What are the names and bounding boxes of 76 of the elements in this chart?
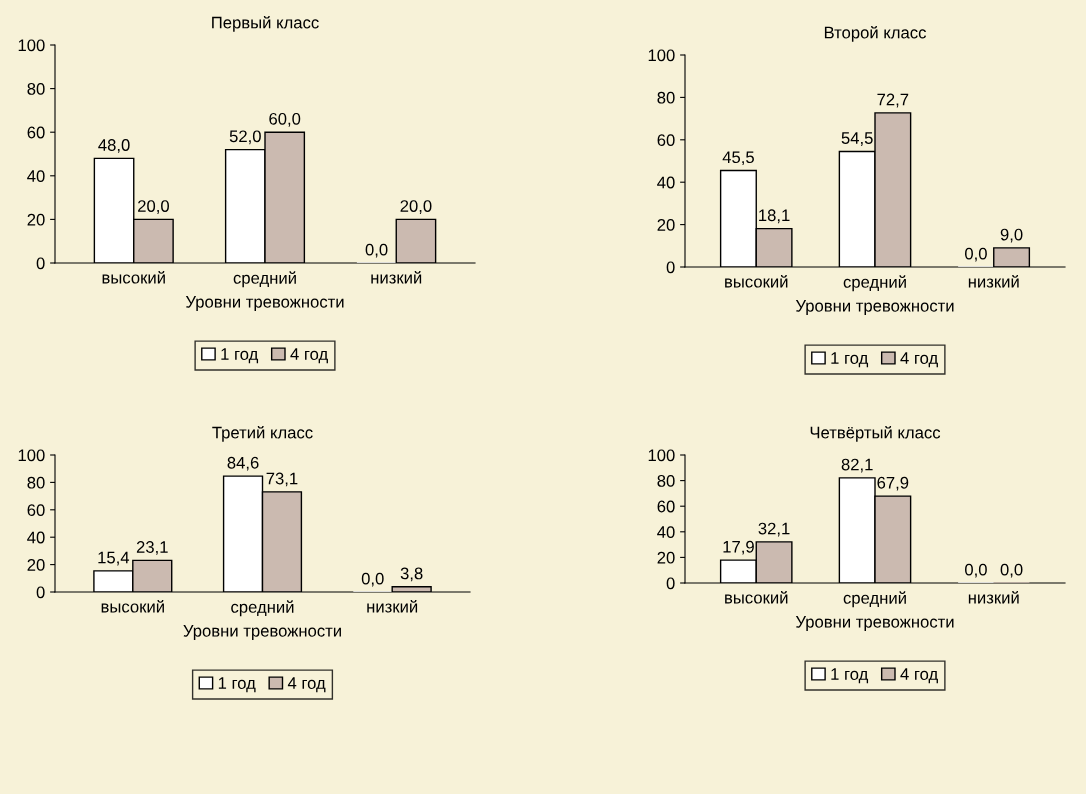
chart-title: Второй класс	[824, 25, 927, 42]
y-tick-label: 20	[27, 559, 45, 571]
data-label: 73,1	[266, 472, 298, 487]
y-tick-label: 40	[657, 176, 675, 189]
y-tick-label: 100	[18, 449, 45, 462]
data-label: 23,1	[136, 541, 168, 555]
data-label: 52,0	[229, 130, 261, 145]
legend-label: 1 год	[221, 348, 259, 364]
data-label: 15,4	[98, 551, 130, 566]
x-tick-label: низкий	[968, 591, 1019, 604]
data-label: 67,9	[877, 476, 909, 491]
y-tick-label: 20	[657, 551, 675, 564]
x-axis-title: Уровни тревожности	[795, 616, 954, 632]
data-label: 18,1	[759, 209, 790, 224]
chart-title: Третий класс	[212, 425, 313, 442]
y-tick-label: 80	[27, 83, 45, 95]
y-tick-label: 100	[648, 49, 675, 62]
data-label: 0,0	[361, 572, 384, 587]
data-label: 72,7	[877, 93, 909, 108]
chart-title: Первый класс	[212, 15, 319, 32]
data-label: 54,5	[841, 132, 873, 146]
data-label: 84,6	[227, 456, 259, 471]
data-label: 20,0	[138, 200, 170, 214]
chart-title: Четвёртый класс	[810, 425, 941, 442]
y-tick-label: 60	[27, 504, 45, 516]
legend-label: 1 год	[831, 668, 869, 684]
data-label: 17,9	[723, 540, 754, 555]
y-tick-label: 80	[657, 475, 675, 487]
data-label: 45,5	[722, 151, 754, 166]
x-tick-label: высокий	[725, 591, 788, 604]
legend-label: 1 год	[831, 352, 869, 368]
legend-label: 4 год	[290, 348, 328, 364]
x-tick-label: низкий	[968, 275, 1019, 288]
data-label: 32,1	[758, 522, 790, 537]
x-tick-label: низкий	[367, 600, 418, 613]
x-tick-label: низкий	[371, 271, 422, 284]
data-label: 82,1	[841, 458, 873, 473]
x-tick-label: высокий	[101, 600, 164, 613]
data-label: 9,0	[1000, 228, 1023, 243]
data-label: 0,0	[1000, 563, 1023, 578]
y-tick-label: 40	[657, 526, 675, 538]
x-axis-title: Уровни тревожности	[185, 296, 344, 312]
x-axis-title: Уровни тревожности	[183, 625, 341, 641]
y-tick-label: 60	[657, 500, 675, 513]
x-tick-label: высокий	[725, 275, 788, 288]
data-label: 48,0	[98, 139, 130, 153]
x-tick-label: высокий	[102, 271, 165, 284]
data-label: 60,0	[269, 112, 301, 127]
legend-label: 1 год	[218, 677, 256, 693]
data-label: 0,0	[965, 563, 987, 578]
x-tick-label: средний	[843, 591, 906, 608]
y-tick-label: 80	[27, 476, 45, 489]
y-tick-label: 40	[27, 531, 45, 544]
data-label: 0,0	[965, 247, 987, 262]
legend-label: 4 год	[287, 677, 326, 693]
x-tick-label: средний	[233, 271, 296, 288]
x-tick-label: средний	[843, 275, 906, 292]
y-tick-label: 80	[657, 91, 675, 104]
data-label: 0,0	[365, 243, 388, 258]
legend-label: 4 год	[900, 352, 938, 368]
y-tick-label: 0	[666, 261, 675, 274]
legend-label: 4 год	[900, 668, 938, 684]
data-label: 20,0	[400, 200, 432, 214]
y-tick-label: 0	[36, 257, 45, 270]
y-tick-label: 20	[657, 219, 675, 231]
y-tick-label: 60	[27, 126, 45, 139]
y-tick-label: 20	[27, 213, 45, 226]
x-axis-title: Уровни тревожности	[795, 300, 954, 316]
x-tick-label: средний	[231, 600, 294, 617]
y-tick-label: 100	[648, 449, 675, 462]
y-tick-label: 40	[27, 170, 45, 182]
y-tick-label: 100	[18, 39, 45, 52]
y-tick-label: 60	[657, 134, 675, 146]
y-tick-label: 0	[666, 577, 675, 590]
y-tick-label: 0	[36, 586, 45, 599]
data-label: 3,8	[400, 567, 423, 582]
